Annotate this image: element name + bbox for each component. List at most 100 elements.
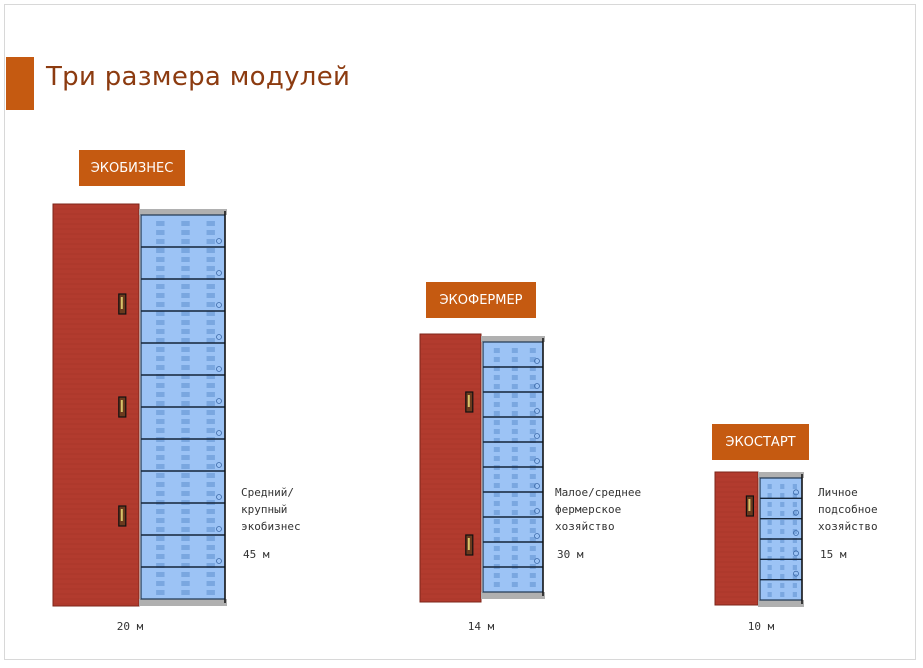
- fan-marker: [216, 558, 222, 564]
- rack-cell: [792, 565, 797, 570]
- rack-cell: [511, 474, 518, 479]
- rack-cell: [792, 520, 797, 525]
- rack-cell: [767, 592, 772, 597]
- rack-cell: [206, 320, 215, 325]
- rack-cell: [156, 446, 165, 451]
- rack-cell: [511, 492, 518, 497]
- description-ekobiznes: Средний/ крупный экобизнес: [241, 486, 301, 533]
- rack-cell: [206, 239, 215, 244]
- fan-marker: [534, 508, 540, 514]
- rack-cell: [511, 483, 518, 488]
- rack-cell: [181, 455, 190, 460]
- rack-cell: [792, 529, 797, 534]
- door-window: [748, 499, 751, 511]
- rack-cell: [181, 248, 190, 253]
- rack-cell: [206, 248, 215, 253]
- rack-cell: [529, 528, 536, 533]
- rack-cell: [792, 484, 797, 489]
- rack-cell: [181, 383, 190, 388]
- fan-marker: [534, 483, 540, 489]
- rack-cell: [529, 519, 536, 524]
- fan-marker: [216, 270, 222, 276]
- fan-marker: [534, 458, 540, 464]
- rack-cell: [156, 356, 165, 361]
- rack-cell: [493, 474, 500, 479]
- rack-cell: [181, 572, 190, 577]
- rack-cell: [181, 428, 190, 433]
- rack-cell: [780, 484, 785, 489]
- rack-cell: [156, 410, 165, 415]
- rack-cell: [181, 275, 190, 280]
- rack-cell: [181, 356, 190, 361]
- rack-cell: [181, 302, 190, 307]
- rack-cell: [206, 221, 215, 226]
- rack-cell: [206, 572, 215, 577]
- rack-cell: [181, 491, 190, 496]
- rack-cell: [181, 239, 190, 244]
- fan-marker: [216, 462, 222, 468]
- rack-cell: [529, 447, 536, 452]
- rack-cell: [206, 491, 215, 496]
- rack-cell: [511, 447, 518, 452]
- rack-cell: [529, 411, 536, 416]
- rack-cell: [181, 482, 190, 487]
- size-ekobiznes: 45 м: [243, 548, 270, 561]
- rack-cell: [181, 446, 190, 451]
- rack-cell: [206, 401, 215, 406]
- fan-marker: [216, 526, 222, 532]
- rack-cell: [181, 419, 190, 424]
- door-window: [467, 538, 470, 550]
- rack-cell: [181, 329, 190, 334]
- rack-cell: [156, 581, 165, 586]
- rack-cell: [156, 311, 165, 316]
- rack-cell: [156, 482, 165, 487]
- rack-cell: [780, 511, 785, 516]
- rack-cell: [767, 493, 772, 498]
- rack-cell: [181, 365, 190, 370]
- rack-cell: [767, 547, 772, 552]
- rack-cell: [780, 520, 785, 525]
- rack-cell: [156, 509, 165, 514]
- rack-cell: [529, 384, 536, 389]
- rack-cell: [529, 573, 536, 578]
- rack-cell: [529, 474, 536, 479]
- rack-cell: [156, 374, 165, 379]
- rack-cell: [511, 348, 518, 353]
- rack-cell: [493, 366, 500, 371]
- rack-cell: [206, 518, 215, 523]
- label-ekofermer: ЭКОФЕРМЕР: [426, 282, 536, 318]
- rack-cell: [767, 565, 772, 570]
- door-window: [120, 297, 123, 309]
- rack-cell: [206, 329, 215, 334]
- fan-marker: [534, 533, 540, 539]
- roof-cap-bottom: [758, 600, 804, 607]
- rack-cell: [493, 519, 500, 524]
- rack-cell: [181, 221, 190, 226]
- rack-cell: [493, 492, 500, 497]
- fan-marker: [793, 530, 799, 536]
- rack-cell: [206, 428, 215, 433]
- rack-cell: [181, 545, 190, 550]
- rack-cell: [181, 410, 190, 415]
- rack-cell: [511, 537, 518, 542]
- rack-cell: [511, 384, 518, 389]
- rack-cell: [511, 375, 518, 380]
- rack-cell: [156, 302, 165, 307]
- rack-cell: [493, 555, 500, 560]
- rack-cell: [181, 230, 190, 235]
- rack-cell: [511, 501, 518, 506]
- rack-cell: [767, 520, 772, 525]
- rack-cell: [206, 410, 215, 415]
- rack-cell: [206, 347, 215, 352]
- rack-cell: [767, 583, 772, 588]
- rack-cell: [493, 573, 500, 578]
- description-ekofermer: Малое/среднее фермерское хозяйство: [555, 486, 642, 533]
- fan-marker: [534, 383, 540, 389]
- rack-cell: [529, 366, 536, 371]
- rack-cell: [156, 239, 165, 244]
- rack-cell: [181, 563, 190, 568]
- rack-cell: [156, 266, 165, 271]
- fan-marker: [534, 433, 540, 439]
- rack-cell: [156, 248, 165, 253]
- rack-cell: [493, 411, 500, 416]
